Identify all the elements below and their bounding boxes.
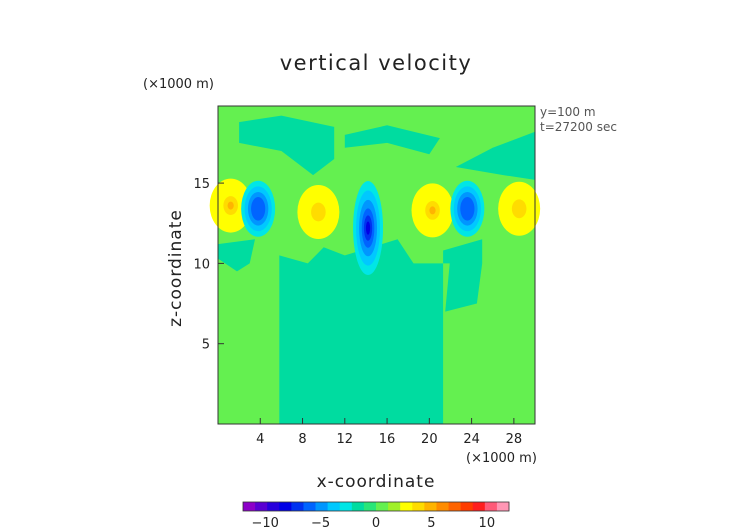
annotation-y: y=100 m: [540, 105, 596, 119]
colorbar-tick-label: 0: [372, 516, 380, 531]
x-axis-label: x-coordinate: [317, 472, 436, 492]
downdraft-contour: [251, 196, 266, 221]
field-features: [209, 115, 541, 424]
colorbar-swatch: [460, 502, 474, 511]
colorbar-tick-label: −5: [311, 516, 330, 531]
colorbar-swatch: [363, 502, 377, 511]
x-unit-label: (×1000 m): [466, 451, 537, 466]
colorbar-swatch: [436, 502, 449, 511]
downdraft-contour: [365, 221, 371, 235]
x-tick-label: 8: [298, 432, 306, 447]
colorbar-swatch: [327, 502, 341, 511]
x-tick-label: 12: [337, 432, 354, 447]
updraft-contour: [511, 199, 527, 219]
colorbar-swatch: [351, 502, 365, 511]
colorbar-swatch: [315, 502, 329, 511]
colorbar-tick-label: 10: [479, 516, 496, 531]
colorbar-swatch: [376, 502, 389, 511]
colorbar-swatch: [496, 502, 510, 511]
updraft-contour: [227, 201, 234, 210]
field-region: [455, 131, 535, 180]
colorbar-tick-label: −10: [251, 516, 278, 531]
colorbar-swatch: [448, 502, 462, 511]
x-tick-label: 4: [256, 432, 264, 447]
colorbar-swatch: [255, 502, 268, 511]
x-tick-label: 20: [421, 432, 438, 447]
y-axis-label: z-coordinate: [166, 209, 186, 327]
colorbar-swatch: [472, 502, 486, 511]
colorbar-swatch: [303, 502, 316, 511]
field-region: [344, 125, 440, 155]
annotation-t: t=27200 sec: [540, 120, 617, 134]
y-tick-label: 5: [202, 338, 210, 353]
y-unit-label: (×1000 m): [143, 77, 214, 92]
colorbar-swatch: [339, 502, 353, 511]
x-tick-label: 16: [379, 432, 396, 447]
updraft-contour: [311, 202, 326, 222]
plot-area: 4 8 12 16 20 24 28 5 10 15: [193, 105, 541, 447]
plot-frame: [217, 105, 536, 425]
updraft-contour: [429, 206, 436, 215]
colorbar-swatch: [279, 502, 292, 511]
colorbar-tick-label: 5: [427, 516, 435, 531]
field-region: [218, 239, 255, 272]
colorbar-swatch: [267, 502, 280, 511]
colorbar-swatch: [484, 502, 498, 511]
field-region: [279, 239, 483, 424]
colorbar-swatch: [412, 502, 425, 511]
x-tick-label: 28: [506, 432, 523, 447]
y-ticks: 5 10 15: [193, 177, 224, 353]
y-tick-label: 15: [193, 177, 210, 192]
field-region: [239, 115, 335, 176]
field-region: [445, 255, 483, 312]
x-ticks: 4 8 12 16 20 24 28: [256, 418, 522, 447]
colorbar-swatch: [400, 502, 413, 511]
x-tick-label: 24: [463, 432, 480, 447]
colorbar-swatch: [424, 502, 437, 511]
colorbar: [242, 501, 510, 512]
colorbar-swatch: [243, 502, 256, 511]
colorbar-swatch: [291, 502, 304, 511]
chart-title: vertical velocity: [280, 51, 473, 75]
colorbar-swatch: [388, 502, 401, 511]
y-tick-label: 10: [193, 257, 210, 272]
colorbar-ticks: −10 −5 0 5 10: [251, 516, 495, 531]
colorbar-frame: [242, 501, 510, 512]
downdraft-contour: [460, 196, 475, 221]
